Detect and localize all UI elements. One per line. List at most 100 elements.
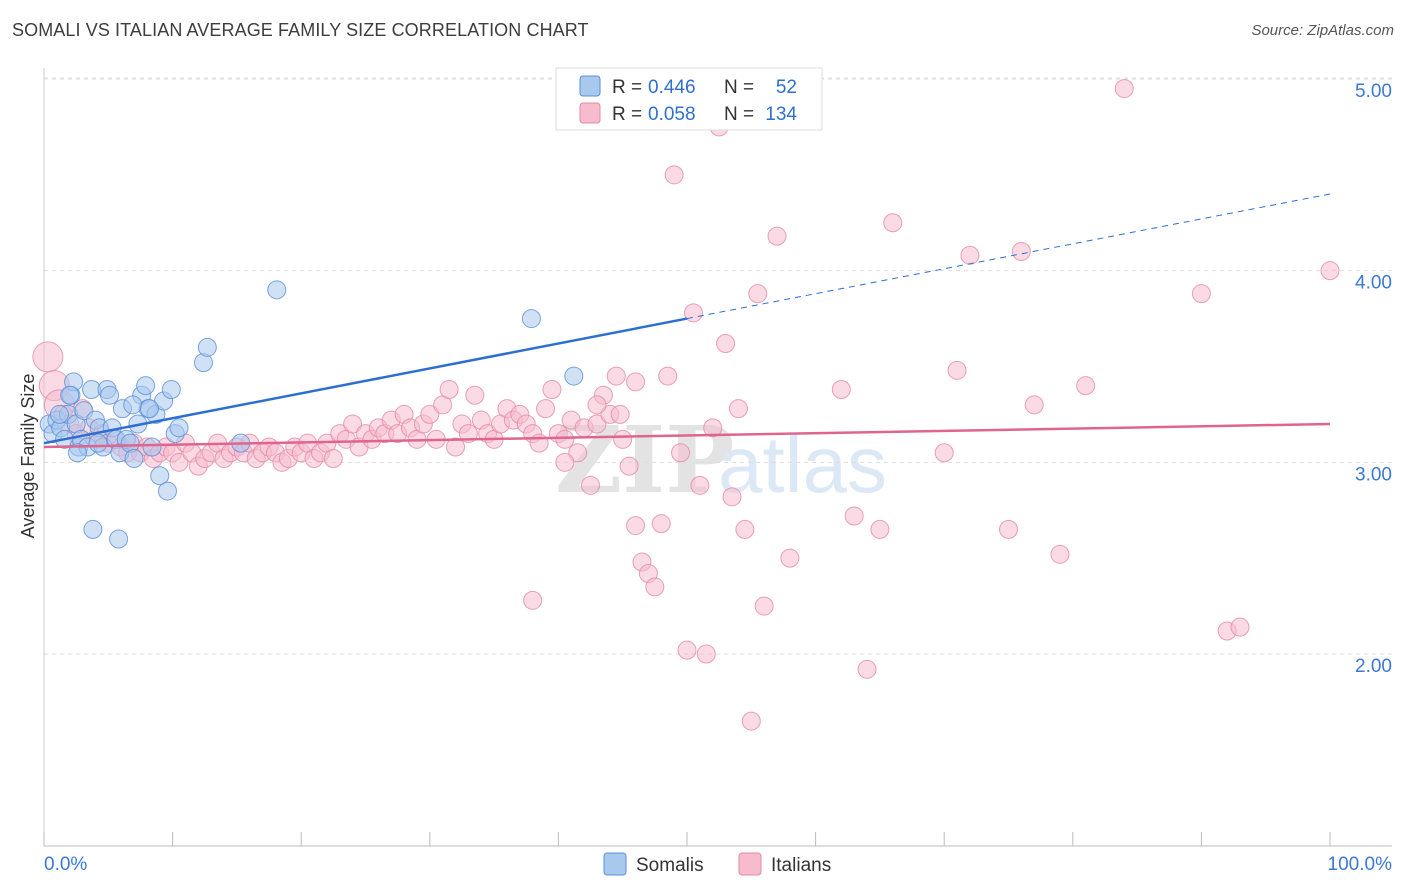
somali-point [267,280,287,300]
somalis-points [39,280,584,549]
italian-point [857,659,877,679]
italian-point [439,380,459,399]
bottom-legend-label-somalis: Somalis [636,855,704,876]
legend-r-label-somalis: R = [612,77,642,98]
gridlines [44,77,1392,655]
italian-point [883,213,903,233]
somali-point [83,519,103,539]
y-tick-label: 5.00 [1355,81,1392,102]
italians-trend-line [43,422,1331,449]
italian-point [32,341,64,373]
x-axis-ticks [43,832,1331,846]
italian-point [1230,617,1250,637]
somali-point [142,437,162,457]
italian-point [748,284,768,304]
y-axis-label: Average Family Size [18,374,38,539]
italian-point [606,366,626,386]
somali-point [157,481,177,501]
x-tick-label-min: 0.0% [44,854,87,875]
somali-point [150,466,170,486]
legend-r-value-somalis: 0.446 [648,77,696,98]
italian-point [626,516,646,536]
italian-point [960,245,980,265]
italian-point [716,334,736,353]
italian-point [1011,242,1031,261]
italian-point [323,449,343,468]
somali-point [564,366,584,386]
somali-point [521,309,541,329]
italian-point [703,418,723,438]
somali-point [67,443,87,463]
italian-point [343,414,363,434]
italian-point [741,711,761,731]
italian-point [651,514,671,534]
somali-point [136,376,156,396]
somali-point [60,385,80,405]
italian-point [728,399,748,419]
italian-point [671,443,691,463]
y-tick-label: 4.00 [1355,273,1392,294]
italian-point [1050,544,1070,564]
italian-point [465,385,485,405]
legend: R = 0.446 N = 52 R = 0.058 N = 134 [555,67,823,131]
italian-point [446,437,466,457]
somali-point [169,418,189,438]
italian-point [523,590,543,610]
italian-point [619,456,639,476]
somali-point [197,337,217,357]
legend-swatch-somalis [579,75,601,97]
italian-point [1320,261,1340,281]
italian-point [690,475,710,495]
y-tick-label: 3.00 [1355,464,1392,485]
italian-point [947,360,967,380]
italian-point [683,303,703,323]
somalis-trend-extension [686,193,1331,320]
italian-point [555,452,575,472]
somali-point [123,395,143,415]
x-tick-label-max: 100.0% [1328,854,1393,875]
italian-point [870,519,890,539]
italian-point [420,404,440,424]
somali-point [161,380,181,399]
italian-point [844,506,864,526]
bottom-legend: Somalis Italians [603,852,831,876]
italian-point [1114,79,1134,99]
italian-point [1076,376,1096,396]
italian-point [1024,395,1044,415]
somali-point [124,449,144,468]
italian-point [626,372,646,392]
italian-point [568,443,588,463]
italian-point [587,395,607,415]
italian-point [767,226,787,246]
italian-point [677,640,697,660]
trend-lines [43,193,1331,449]
italian-point [754,596,774,616]
italian-point [581,475,601,495]
italian-point [658,366,678,386]
italian-point [645,577,665,597]
italian-point [555,429,575,449]
italians-points [32,79,1340,731]
somali-point [88,433,108,453]
bottom-legend-label-italians: Italians [771,855,831,876]
source-label: Source: ZipAtlas.com [1251,22,1394,39]
italian-point [780,548,800,568]
italian-point [735,519,755,539]
italian-point [696,644,716,664]
legend-n-value-italians: 134 [765,104,797,125]
somalis-trend-line [43,317,688,445]
legend-n-label-somalis: N = [724,77,754,98]
italian-point [722,487,742,507]
bottom-legend-swatch-italians [738,852,762,876]
legend-r-value-italians: 0.058 [648,104,696,125]
somali-point [49,404,69,424]
italian-point [610,404,630,424]
y-tick-label: 2.00 [1355,656,1392,677]
italian-point [664,165,684,185]
italian-point [831,380,851,399]
italian-point [542,380,562,399]
somali-point [109,529,129,549]
chart-title: SOMALI VS ITALIAN AVERAGE FAMILY SIZE CO… [12,20,589,40]
somali-point [139,399,159,419]
